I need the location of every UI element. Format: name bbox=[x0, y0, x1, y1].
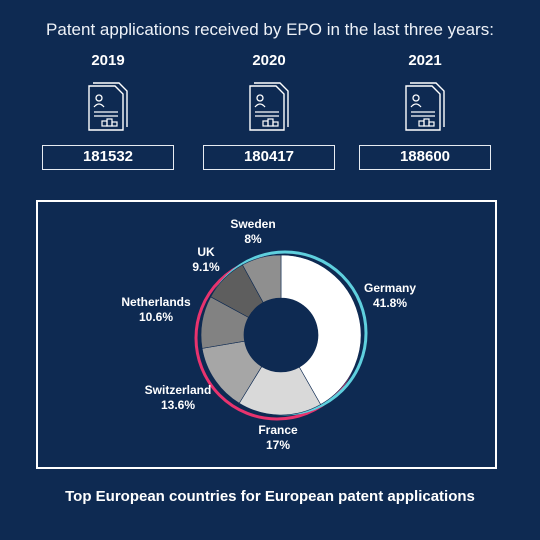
year-column-2021: 2021 188600 bbox=[359, 52, 491, 170]
year-column-2020: 2020 180417 bbox=[203, 52, 335, 170]
application-count-box: 188600 bbox=[359, 145, 491, 170]
page-headline: Patent applications received by EPO in t… bbox=[46, 20, 494, 39]
slice-label-uk: UK 9.1% bbox=[192, 245, 220, 274]
document-icon bbox=[88, 82, 128, 131]
chart-title: Top European countries for European pate… bbox=[65, 488, 475, 505]
slice-label-france: France 17% bbox=[258, 423, 298, 452]
document-icon bbox=[249, 82, 289, 131]
application-count-box: 180417 bbox=[203, 145, 335, 170]
year-label: 2021 bbox=[408, 52, 442, 69]
year-column-2019: 2019 181532 bbox=[42, 52, 174, 170]
donut-chart: Germany 41.8% France 17% Switzerland 13.6% Net… bbox=[121, 217, 416, 452]
slice-label-sweden: Sweden 8% bbox=[230, 217, 275, 246]
chart-frame: Germany 41.8% France 17% Switzerland 13.6% Net… bbox=[36, 200, 497, 469]
slice-label-netherlands: Netherlands 10.6% bbox=[121, 295, 191, 324]
donut-hole bbox=[244, 298, 318, 372]
slice-label-germany: Germany 41.8% bbox=[364, 281, 416, 310]
slice-label-switzerland: Switzerland 13.6% bbox=[145, 383, 212, 412]
document-icon bbox=[405, 82, 445, 131]
application-count-box: 181532 bbox=[42, 145, 174, 170]
year-label: 2020 bbox=[252, 52, 286, 69]
year-label: 2019 bbox=[91, 52, 125, 69]
